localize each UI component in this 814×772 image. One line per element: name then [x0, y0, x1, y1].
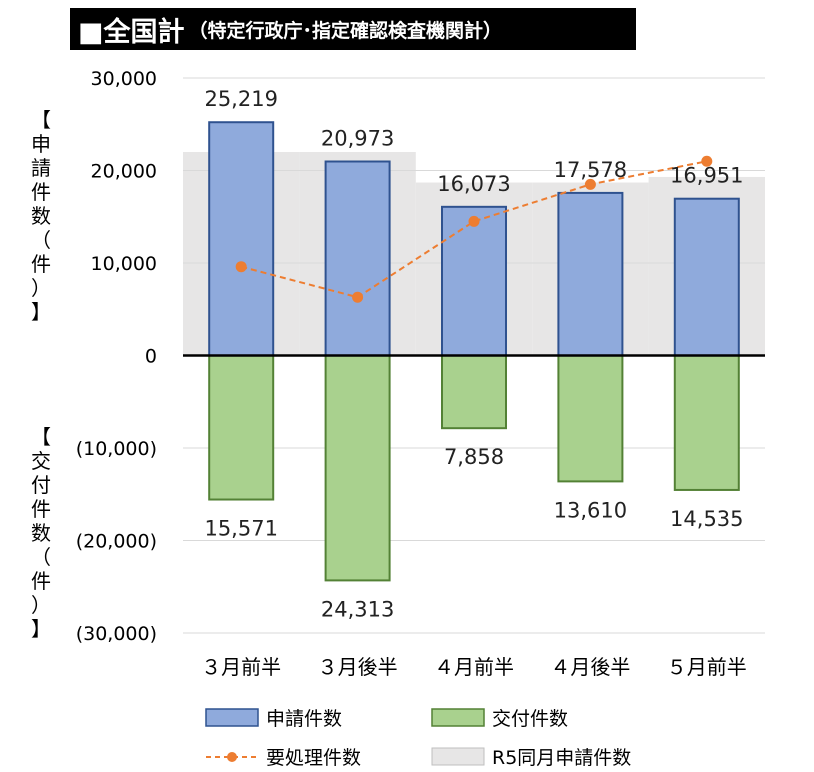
- y-tick-label: (30,000): [76, 623, 157, 645]
- y-tick-label: 10,000: [91, 253, 157, 275]
- issued-data-label: 24,313: [321, 597, 394, 621]
- y-axis-label-lower: 【 交 付 件 数 （ 件 ） 】: [31, 425, 51, 641]
- issued-data-label: 14,535: [670, 507, 743, 531]
- chart-title-box: ■全国計 （特定行政庁･指定確認検査機関計）: [70, 8, 636, 50]
- application-bar: [324, 160, 391, 357]
- application-data-label: 25,219: [204, 87, 277, 111]
- pending-point: [701, 155, 713, 167]
- legend-label: 申請件数: [266, 708, 342, 730]
- y-axis-label-upper: 【 申 請 件 数 （ 件 ） 】: [31, 108, 51, 324]
- y-tick-label: (10,000): [76, 438, 157, 460]
- legend-swatch-issued: [431, 708, 485, 727]
- issued-bar: [557, 354, 624, 483]
- x-category-label: ５月前半: [667, 655, 747, 679]
- issued-data-label: 13,610: [554, 498, 627, 522]
- legend-swatch-pending-dot: [227, 752, 237, 762]
- application-data-label: 16,951: [670, 164, 743, 188]
- application-bar: [208, 121, 275, 357]
- x-category-label: ３月後半: [318, 655, 398, 679]
- legend-swatch-application: [205, 708, 259, 727]
- chart-title: ■全国計: [78, 16, 185, 48]
- y-tick-label: 0: [145, 346, 157, 368]
- y-tick-label: (20,000): [76, 531, 157, 553]
- legend-swatch-r5: [431, 747, 485, 766]
- legend-label: 交付件数: [492, 708, 568, 730]
- application-data-label: 20,973: [321, 126, 394, 150]
- issued-bar: [324, 354, 391, 582]
- pending-point: [352, 291, 364, 303]
- issued-bar: [673, 354, 740, 491]
- issued-data-label: 7,858: [444, 445, 504, 469]
- issued-bar: [208, 354, 275, 501]
- application-bar: [441, 205, 507, 357]
- legend-label: R5同月申請件数: [492, 747, 631, 769]
- y-tick-label: 20,000: [91, 161, 157, 183]
- application-data-label: 17,578: [554, 158, 627, 182]
- application-bar: [557, 191, 624, 357]
- pending-point: [584, 178, 596, 190]
- issued-bar: [441, 354, 507, 430]
- x-category-label: ３月前半: [201, 655, 281, 679]
- application-data-label: 16,073: [437, 172, 510, 196]
- issued-data-label: 15,571: [204, 517, 277, 541]
- y-tick-label: 30,000: [91, 68, 157, 90]
- application-bar: [673, 197, 740, 357]
- x-category-label: ４月前半: [434, 655, 514, 679]
- pending-point: [468, 215, 480, 227]
- pending-line: [240, 160, 707, 299]
- pending-point: [235, 261, 247, 273]
- legend-label: 要処理件数: [266, 747, 361, 769]
- chart-subtitle: （特定行政庁･指定確認検査機関計）: [188, 19, 503, 42]
- x-category-label: ４月後半: [550, 655, 630, 679]
